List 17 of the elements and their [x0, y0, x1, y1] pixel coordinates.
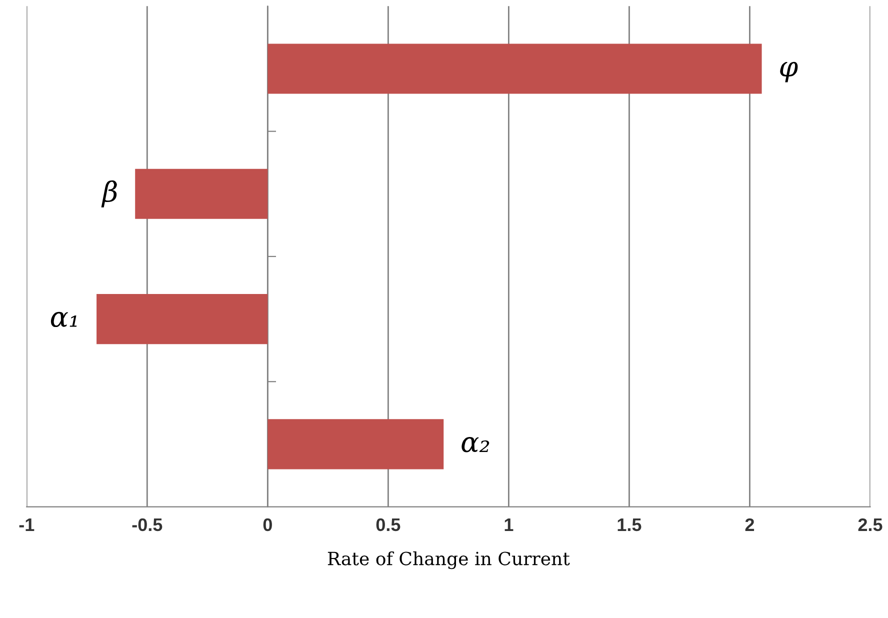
- y-tick-label: α₁: [50, 312, 77, 328]
- x-tick-label: 2: [745, 518, 754, 531]
- y-tick-label: φ: [780, 62, 798, 82]
- bar: [96, 294, 268, 344]
- x-axis-title: Rate of Change in Current: [328, 551, 570, 570]
- y-tick-label: α₂: [462, 437, 490, 452]
- bar: [268, 44, 762, 94]
- bar: [135, 168, 268, 219]
- x-tick-label: 0.5: [376, 518, 400, 532]
- bar: [268, 419, 444, 470]
- x-tick-label: -1: [19, 518, 34, 531]
- x-tick-label: 2.5: [858, 518, 882, 532]
- x-tick-label: 1: [504, 518, 514, 531]
- x-tick-label: -0.5: [132, 518, 162, 532]
- x-tick-label: 1.5: [618, 518, 642, 532]
- y-tick-label: β: [101, 180, 117, 208]
- x-tick-label: 0: [263, 518, 272, 532]
